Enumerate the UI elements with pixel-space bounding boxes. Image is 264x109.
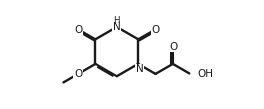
Text: O: O (74, 25, 82, 35)
Text: N: N (136, 64, 144, 74)
Text: OH: OH (197, 69, 213, 79)
Text: N: N (113, 22, 121, 32)
Text: H: H (114, 16, 120, 25)
Text: O: O (74, 69, 82, 79)
Text: O: O (151, 25, 160, 35)
Text: O: O (169, 42, 178, 52)
